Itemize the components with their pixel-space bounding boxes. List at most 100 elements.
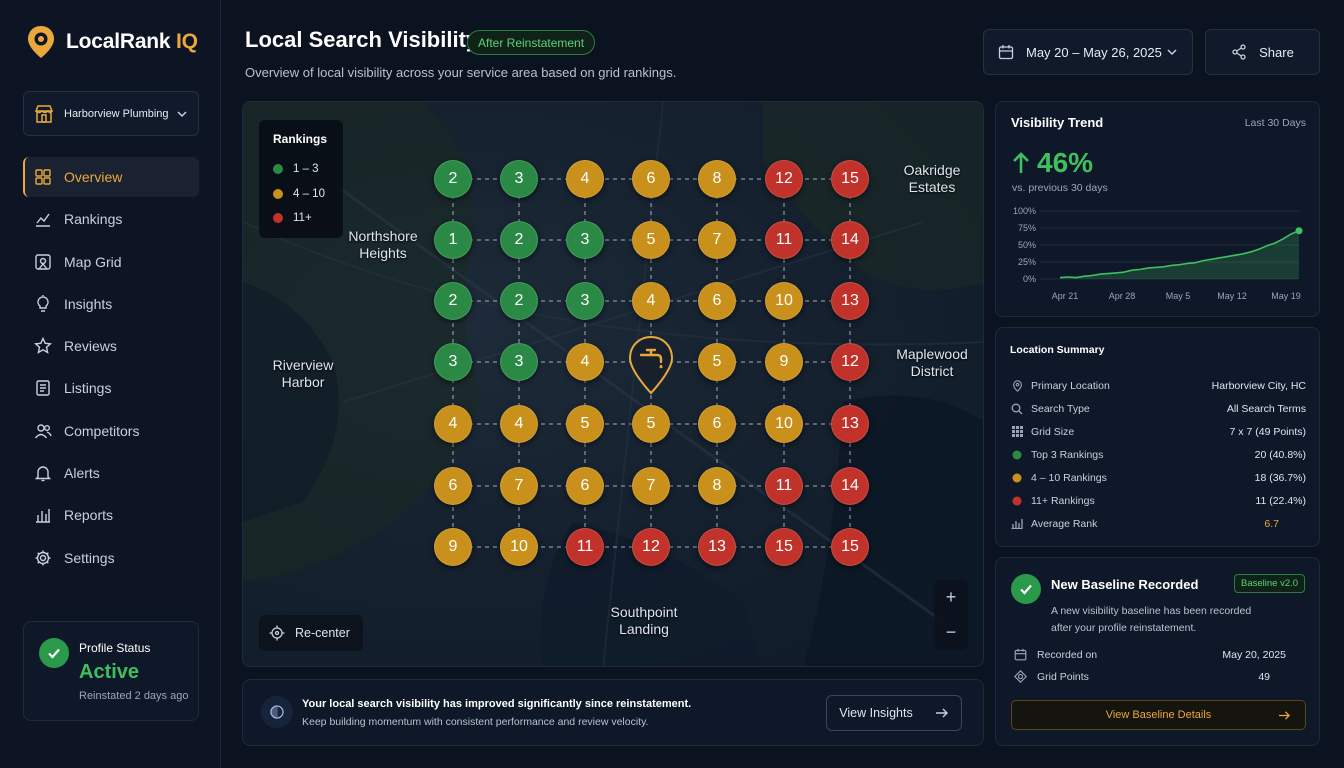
profile-status-card: Profile Status Active Reinstated 2 days …: [23, 621, 199, 721]
rank-pin[interactable]: 2: [434, 160, 472, 198]
rank-pin[interactable]: 1: [434, 221, 472, 259]
rank-pin[interactable]: 15: [831, 528, 869, 566]
map-area-label-southpoint: Southpoint Landing: [610, 604, 678, 637]
rank-pin[interactable]: 13: [831, 282, 869, 320]
rank-pin[interactable]: 3: [566, 221, 604, 259]
grid-points-row: Grid Points 49: [1014, 670, 1270, 683]
sidebar-item-overview[interactable]: Overview: [23, 157, 199, 197]
view-baseline-details-button[interactable]: View Baseline Details: [1011, 700, 1306, 730]
arrow-right-icon: [1279, 711, 1290, 720]
rank-pin[interactable]: 9: [765, 343, 803, 381]
bar-chart-icon: [33, 505, 53, 525]
rank-pin[interactable]: 5: [698, 343, 736, 381]
business-location-marker[interactable]: [627, 335, 675, 395]
rank-pin[interactable]: 4: [566, 343, 604, 381]
summary-value: All Search Terms: [1226, 402, 1306, 415]
rank-pin[interactable]: 3: [566, 282, 604, 320]
chart-y-tick: 25%: [1018, 257, 1036, 267]
map-area-label: Northshore Heights: [346, 228, 420, 262]
rank-pin[interactable]: 11: [765, 221, 803, 259]
ranking-map[interactable]: Rankings 1 – 3 4 – 10 11+ Northshore Hei…: [242, 101, 984, 667]
sidebar-item-alerts[interactable]: Alerts: [23, 453, 199, 493]
trend-change-label: vs. previous 30 days: [1012, 182, 1108, 194]
rank-pin[interactable]: 6: [434, 467, 472, 505]
rank-pin[interactable]: 7: [500, 467, 538, 505]
sidebar-item-map-grid[interactable]: Map Grid: [23, 242, 199, 282]
app-logo[interactable]: LocalRank IQ: [26, 24, 198, 60]
rank-pin[interactable]: 10: [500, 528, 538, 566]
sidebar-item-label: Insights: [64, 295, 113, 312]
rank-pin[interactable]: 2: [434, 282, 472, 320]
zoom-in-button[interactable]: +: [945, 587, 957, 607]
rank-pin[interactable]: 14: [831, 467, 869, 505]
zoom-out-button[interactable]: −: [945, 622, 957, 642]
share-button[interactable]: Share: [1205, 29, 1320, 75]
rank-pin[interactable]: 15: [831, 160, 869, 198]
rank-pin[interactable]: 8: [698, 160, 736, 198]
summary-label: Top 3 Rankings: [1031, 448, 1104, 461]
rank-pin[interactable]: 7: [632, 467, 670, 505]
sidebar-item-competitors[interactable]: Competitors: [23, 411, 199, 451]
sidebar-item-reviews[interactable]: Reviews: [23, 326, 199, 366]
rank-pin[interactable]: 13: [831, 405, 869, 443]
rank-pin[interactable]: 5: [632, 221, 670, 259]
sidebar-item-settings[interactable]: Settings: [23, 538, 199, 578]
rank-pin[interactable]: 14: [831, 221, 869, 259]
rank-pin[interactable]: 7: [698, 221, 736, 259]
rank-pin[interactable]: 11: [765, 467, 803, 505]
zoom-controls: + −: [934, 580, 968, 650]
rank-pin[interactable]: 12: [765, 160, 803, 198]
view-insights-button[interactable]: View Insights: [826, 695, 962, 731]
rank-pin[interactable]: 5: [632, 405, 670, 443]
recenter-button[interactable]: Re-center: [259, 615, 363, 651]
rank-pin[interactable]: 10: [765, 282, 803, 320]
rank-pin[interactable]: 6: [698, 405, 736, 443]
sidebar-item-reports[interactable]: Reports: [23, 495, 199, 535]
chart-series-line: [1059, 229, 1300, 279]
page-subtitle: Overview of local visibility across your…: [245, 65, 677, 80]
rank-pin[interactable]: 6: [566, 467, 604, 505]
business-selector[interactable]: Harborview Plumbing: [23, 91, 199, 136]
rank-pin[interactable]: 3: [500, 160, 538, 198]
rank-pin[interactable]: 5: [566, 405, 604, 443]
rank-pin[interactable]: 9: [434, 528, 472, 566]
sidebar-item-label: Rankings: [64, 211, 123, 228]
baseline-description-line: A new visibility baseline has been recor…: [1051, 605, 1252, 617]
rank-pin[interactable]: 10: [765, 405, 803, 443]
date-range-picker[interactable]: May 20 – May 26, 2025: [983, 29, 1193, 75]
summary-row: 4 – 10 Rankings 18 (36.7%): [1010, 466, 1306, 489]
chevron-down-icon: [1167, 49, 1177, 56]
sidebar-item-rankings[interactable]: Rankings: [23, 199, 199, 239]
sidebar-item-listings[interactable]: Listings: [23, 368, 199, 408]
summary-label: 11+ Rankings: [1031, 494, 1095, 507]
rank-pin[interactable]: 15: [765, 528, 803, 566]
rank-pin[interactable]: 12: [831, 343, 869, 381]
baseline-panel: New Baseline Recorded Baseline v2.0 A ne…: [995, 557, 1320, 746]
rank-pin[interactable]: 13: [698, 528, 736, 566]
sidebar-item-insights[interactable]: Insights: [23, 284, 199, 324]
rank-pin[interactable]: 11: [566, 528, 604, 566]
rank-pin[interactable]: 3: [434, 343, 472, 381]
rank-pin[interactable]: 2: [500, 221, 538, 259]
legend-swatch: [273, 164, 283, 175]
rank-pin[interactable]: 4: [632, 282, 670, 320]
rank-pin[interactable]: 12: [632, 528, 670, 566]
rank-pin[interactable]: 4: [434, 405, 472, 443]
rank-pin[interactable]: 6: [698, 282, 736, 320]
legend-swatch: [273, 213, 283, 224]
orange-dot-icon: [1010, 473, 1024, 483]
rank-pin[interactable]: 3: [500, 343, 538, 381]
rank-pin[interactable]: 6: [632, 160, 670, 198]
rank-pin[interactable]: 4: [500, 405, 538, 443]
summary-label: 4 – 10 Rankings: [1031, 471, 1107, 484]
rank-pin[interactable]: 4: [566, 160, 604, 198]
recorded-label: Recorded on: [1037, 648, 1098, 661]
pin-icon: [1010, 379, 1024, 392]
rank-pin[interactable]: 2: [500, 282, 538, 320]
share-icon: [1232, 44, 1246, 60]
grid-points-label: Grid Points: [1037, 670, 1089, 683]
rank-pin[interactable]: 8: [698, 467, 736, 505]
summary-value: 7 x 7 (49 Points): [1229, 425, 1306, 438]
arrow-right-icon: [935, 708, 948, 718]
check-circle-icon: [39, 638, 69, 668]
